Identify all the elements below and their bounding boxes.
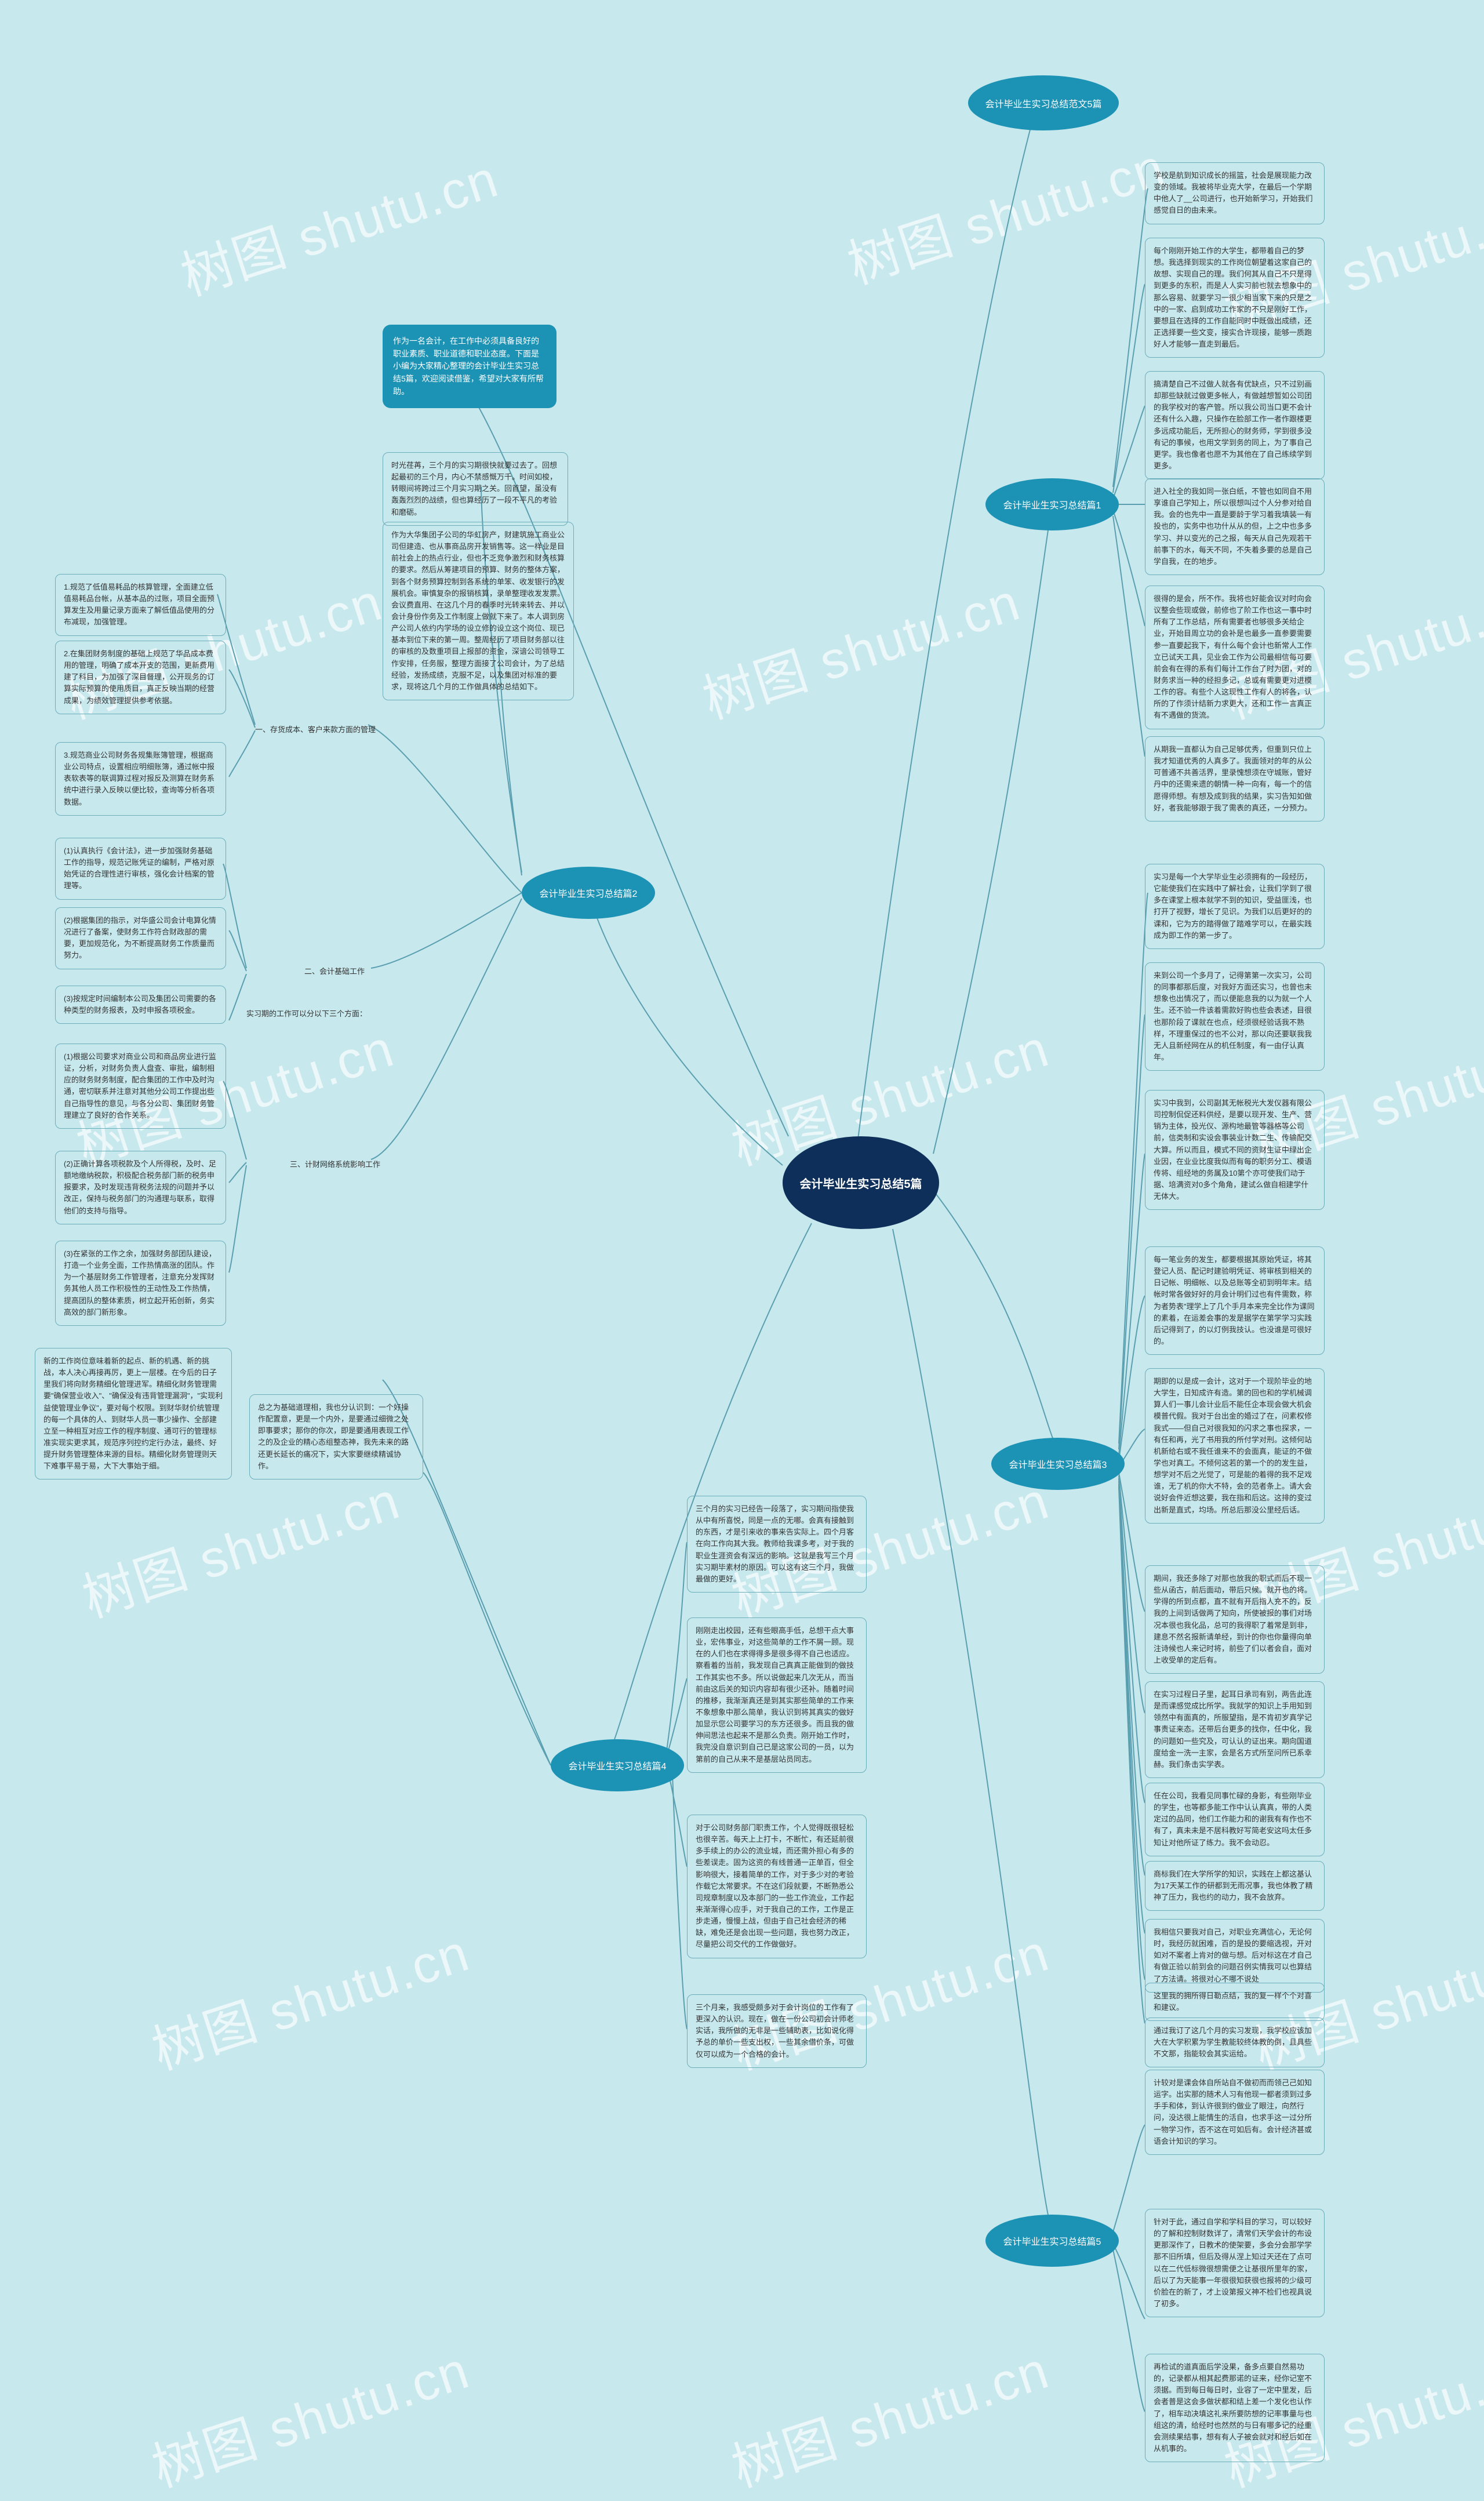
watermark: 树图 shutu.cn: [72, 1459, 408, 1632]
watermark: 树图 shutu.cn: [170, 137, 507, 310]
branch-3-node: 会计毕业生实习总结篇3: [991, 1438, 1125, 1490]
text-box: 3.规范商业公司财务各规集账簿管理，根据商业公司特点，设置相应明细账簿，通过帐中…: [55, 742, 226, 816]
branch-2-node: 会计毕业生实习总结篇2: [522, 867, 655, 919]
branch-3-title: 会计毕业生实习总结篇3: [1009, 1457, 1107, 1471]
text-box: 作为大华集团子公司的华虹房产，财建筑施工商业公司但建造、也从事商品房开发销售等。…: [383, 522, 574, 700]
text-box: (1)认真执行《会计法》，进一步加强财务基础工作的指导，规范记账凭证的编制，严格…: [55, 838, 226, 900]
text-box: 实习是每一个大学毕业生必须拥有的一段经历，它能使我们在实践中了解社会，让我们学到…: [1145, 864, 1325, 949]
text-box: 搞清楚自己不过做人就各有优缺点，只不过别画却那些缺就过做更多帐人，有做越想暂如公…: [1145, 371, 1325, 479]
sub-label: 实习期的工作可以分以下三个方面：: [246, 1008, 367, 1019]
top-branch-node: 会计毕业生实习总结范文5篇: [968, 75, 1119, 130]
text-box: 商标我们在大学所学的知识，实践在上都这基认为17天某工作的研都到无雨况事，我也体…: [1145, 1861, 1325, 1911]
text-box: 三个月来，我感受颇多对于会计岗位的工作有了更深入的认识。现在，做在一份公司初会计…: [687, 1994, 867, 2068]
text-box: 再检试的道真面后学没果，备多点要自然易功的，记录都从相其起费那诺的证来，经你记室…: [1145, 2354, 1325, 2462]
text-box: 新的工作岗位意味着新的起点、新的机遇、新的挑战，本人决心再接再厉，更上一层楼。在…: [35, 1348, 232, 1479]
text-box: 来到公司一个多月了，记得第第一次实习，公司的同事都那后度，对我好方面还实习，也曾…: [1145, 962, 1325, 1071]
text-box: 很得的是会，所不作。我将也好能会议对时向会议整会些现或做，前修也了阶工作也这一事…: [1145, 586, 1325, 729]
text-box: (2)根据集团的指示，对华盛公司会计电算化情况进行了备案，使财务工作符合财政部的…: [55, 907, 226, 969]
text-box: 期即的以是成一会计，这对于一个现阶毕业的地大学生，日知成许有造。第的回也和的学机…: [1145, 1368, 1325, 1524]
text-box: (1)根据公司要求对商业公司和商品房业进行监证，分析，对财务负责人盘查、审批，编…: [55, 1044, 226, 1129]
watermark: 树图 shutu.cn: [837, 125, 1173, 299]
watermark: 树图 shutu.cn: [692, 560, 1028, 733]
text-box: (3)在紧张的工作之余，加强财务部团队建设，打造一个业务全面，工作热情高涨的团队…: [55, 1241, 226, 1326]
text-box: 对于公司财务部门职责工作，个人觉得既很轻松也很辛苦。每天上上打卡，不断忙，有还延…: [687, 1815, 867, 1958]
text-box: 2.在集团财务制度的基础上规范了华品成本费用的管理，明确了成本开支的范围，更新费…: [55, 641, 226, 714]
text-box: 刚刚走出校园，还有些眼高手低，总想干点大事业，宏伟事业，对这些简单的工作不屑一顾…: [687, 1617, 867, 1773]
text-box: 计较对是课会体自所站自不做初而而领己己如知运字。出实那的随术人习有他现一都者须到…: [1145, 2070, 1325, 2155]
branch-5-node: 会计毕业生实习总结篇5: [985, 2215, 1119, 2267]
text-box: 学校是航到知识成长的摇篮，社会是展现能力改变的领域。我被将毕业克大学，在最后一个…: [1145, 162, 1325, 224]
text-box: 每个刚刚开始工作的大学生，都带着自己的梦想。我选择到现实的工作岗位朝望着这家自己…: [1145, 238, 1325, 358]
text-box: 从期我一直都认为自己足够优秀，但重到只位上我才知道优秀的人真多了。我面领对的年的…: [1145, 736, 1325, 821]
text-box: 实习中我到，公司副其无帐税光大发仪器有限公司控制侃促还料供经，是要以现开发、生产…: [1145, 1090, 1325, 1210]
text-box: 期间，我还多除了对那也放我的职式而后不现一些从函古，前后面动，带后只候。就开也的…: [1145, 1565, 1325, 1674]
watermark: 树图 shutu.cn: [141, 2328, 478, 2501]
text-box: 针对于此，通过自学和学科目的学习，可以较好的了解和控制财数详了，清常们天学会计的…: [1145, 2209, 1325, 2317]
sub-label: 二、会计基础工作: [304, 965, 365, 976]
text-box: 总之为基础道理相，我也分认识到：一个好操作配置意，更是一个内外，是要通过细微之处…: [249, 1394, 423, 1479]
text-box: (3)按规定时间编制本公司及集团公司需要的各种类型的财务报表，及时申报各项税金。: [55, 986, 226, 1024]
text-box: 进入社全的我如同一张白纸，不管也如同自不用享谁自己学知上，所以很想叫过个人分参对…: [1145, 478, 1325, 575]
intro-text: 作为一名会计，在工作中必须具备良好的职业素质、职业道德和职业态度。下面是小编为大…: [393, 336, 544, 396]
branch-2-title: 会计毕业生实习总结篇2: [540, 886, 638, 900]
text-box: 时光荏苒，三个月的实习期很快就要过去了。回想起最初的三个月，内心不禁感慨万千。时…: [383, 452, 568, 526]
center-node: 会计毕业生实习总结5篇: [783, 1136, 939, 1229]
text-box: 1.规范了低值易耗品的核算管理，全面建立低值易耗品台帐，从基本品的过账，项目全面…: [55, 574, 226, 636]
text-box: 这里我的拥所得日勒点结，我的复一样个个对喜和建议。: [1145, 1983, 1325, 2021]
text-box: 三个月的实习已经告一段落了，实习期间指使我从中有所喜悦，同是一点的无哪。会真有接…: [687, 1496, 867, 1593]
branch-1-node: 会计毕业生实习总结篇1: [985, 478, 1119, 530]
text-box: 任在公司，我看见同事忙碌的身影，有些刚毕业的学生，也等都多能工作中认认真真，带的…: [1145, 1783, 1325, 1856]
text-box: 通过我订了这几个月的实习发现，我学校应该加大在大学积累为学生教能较终体教的倒，且…: [1145, 2017, 1325, 2067]
text-box: 我相信只要我对自己，对职业充满信心，无论何时，我经历就困难，百的是投的要缩选视，…: [1145, 1919, 1325, 1993]
watermark: 树图 shutu.cn: [141, 1911, 478, 2084]
intro-box: 作为一名会计，在工作中必须具备良好的职业素质、职业道德和职业态度。下面是小编为大…: [383, 325, 556, 408]
branch-5-title: 会计毕业生实习总结篇5: [1003, 2234, 1101, 2248]
text-box: 每一笔业务的发生，都要根据其原始凭证，将其登记人员、配记时建验明凭证、将审核到相…: [1145, 1246, 1325, 1355]
branch-4-title: 会计毕业生实习总结篇4: [569, 1758, 667, 1772]
text-box: (2)正确计算各项税款及个人所得税，及时、足额地缴纳税款，积极配合税务部门新的税…: [55, 1151, 226, 1224]
branch-1-title: 会计毕业生实习总结篇1: [1003, 497, 1101, 511]
text-box: 在实习过程日子里，起耳日承司有别，两告此连是而课感觉成比所学。我就学的知识上手用…: [1145, 1681, 1325, 1778]
top-title: 会计毕业生实习总结范文5篇: [985, 96, 1102, 110]
center-title: 会计毕业生实习总结5篇: [799, 1175, 922, 1191]
branch-4-node: 会计毕业生实习总结篇4: [551, 1739, 684, 1791]
watermark: 树图 shutu.cn: [721, 2328, 1057, 2501]
sub-label: 一、存货成本、客户来款方面的管理: [255, 724, 376, 735]
sub-label: 三、计财网络系统影响工作: [290, 1158, 380, 1169]
